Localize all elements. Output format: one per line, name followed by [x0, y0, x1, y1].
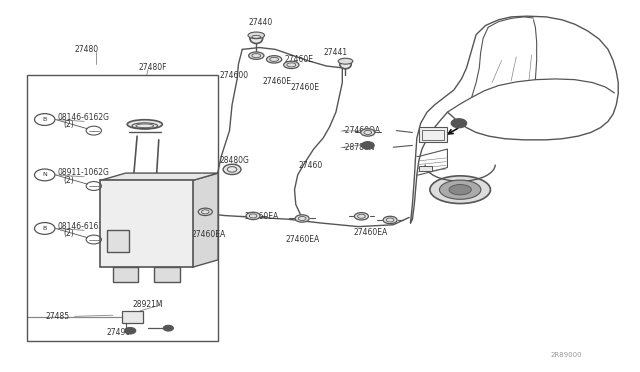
- Text: -28786N: -28786N: [342, 143, 375, 152]
- Text: (2): (2): [64, 176, 75, 185]
- Text: 08146-6162G: 08146-6162G: [58, 113, 109, 122]
- Polygon shape: [100, 173, 218, 180]
- Text: 27460E: 27460E: [262, 77, 292, 86]
- Text: 27480F: 27480F: [138, 63, 167, 72]
- Circle shape: [163, 325, 173, 331]
- Text: B: B: [43, 117, 47, 122]
- Bar: [106, 230, 129, 253]
- Text: N: N: [42, 173, 47, 177]
- Text: 27485: 27485: [46, 312, 70, 321]
- Ellipse shape: [246, 212, 260, 219]
- Ellipse shape: [355, 212, 369, 220]
- Ellipse shape: [361, 129, 375, 136]
- Ellipse shape: [248, 32, 264, 39]
- Ellipse shape: [430, 176, 490, 203]
- Ellipse shape: [340, 60, 351, 69]
- Text: 27460EA: 27460EA: [191, 230, 225, 239]
- Text: (2): (2): [64, 229, 75, 238]
- Ellipse shape: [449, 185, 471, 195]
- Ellipse shape: [440, 180, 481, 199]
- Bar: [419, 127, 447, 142]
- Text: 28480G: 28480G: [220, 156, 249, 166]
- Bar: [122, 311, 143, 323]
- Text: B: B: [43, 226, 47, 231]
- Circle shape: [362, 142, 374, 149]
- Polygon shape: [193, 173, 218, 267]
- Text: 08911-1062G: 08911-1062G: [58, 168, 109, 177]
- Text: 2R89000: 2R89000: [550, 352, 582, 358]
- Text: 27480: 27480: [75, 45, 99, 54]
- Ellipse shape: [284, 61, 299, 68]
- Ellipse shape: [295, 215, 309, 222]
- Text: 27460E: 27460E: [291, 83, 320, 92]
- Ellipse shape: [223, 164, 241, 174]
- Circle shape: [124, 327, 136, 334]
- Bar: [422, 129, 444, 140]
- Ellipse shape: [266, 56, 282, 63]
- Circle shape: [455, 121, 463, 125]
- Ellipse shape: [248, 52, 264, 60]
- Text: 08146-6162G: 08146-6162G: [58, 222, 109, 231]
- Text: 28921M: 28921M: [132, 300, 163, 310]
- Ellipse shape: [383, 216, 397, 224]
- Text: 27460EA: 27460EA: [285, 235, 320, 244]
- Ellipse shape: [127, 120, 163, 129]
- Bar: [100, 180, 193, 267]
- Text: 27490: 27490: [106, 328, 131, 337]
- Text: 27440: 27440: [248, 18, 273, 27]
- Text: 274600: 274600: [220, 71, 249, 80]
- Text: 27441: 27441: [323, 48, 348, 57]
- Text: 27460EA: 27460EA: [354, 228, 388, 237]
- Ellipse shape: [250, 33, 262, 44]
- Bar: [154, 267, 180, 282]
- Bar: [27, 75, 218, 341]
- Text: -27460QA: -27460QA: [342, 126, 380, 135]
- Ellipse shape: [198, 208, 212, 215]
- Ellipse shape: [338, 58, 353, 64]
- Text: 27460E: 27460E: [285, 55, 314, 64]
- Text: 27460: 27460: [298, 161, 323, 170]
- Text: (2): (2): [64, 120, 75, 129]
- Bar: [113, 267, 138, 282]
- Circle shape: [451, 119, 467, 128]
- Text: 27460EA: 27460EA: [245, 212, 279, 221]
- Bar: [419, 166, 432, 171]
